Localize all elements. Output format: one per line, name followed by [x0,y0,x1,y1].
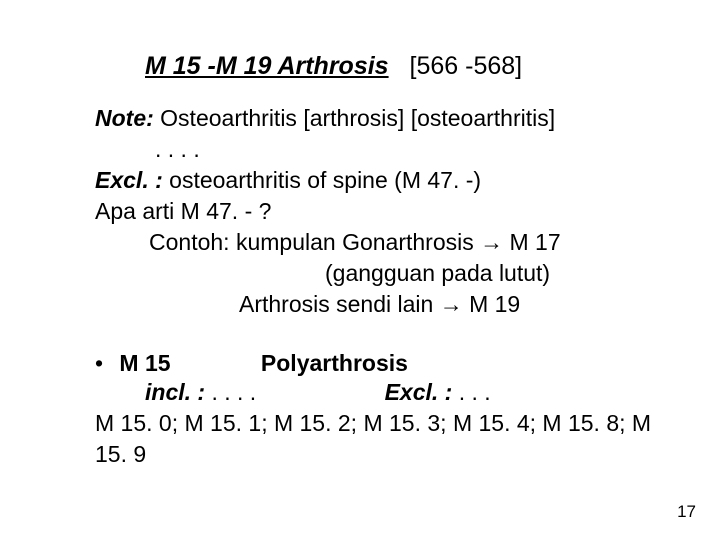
excl2-label: Excl. : [385,379,453,405]
excl2-dots: . . . [452,379,490,405]
arthrosis-line: Arthrosis sendi lain → M 19 [239,289,680,320]
incl-line: incl. : . . . . Excl. : . . . [145,377,680,408]
excl2-wrap: Excl. : . . . [385,379,491,405]
excl-text: osteoarthritis of spine (M 47. -) [163,167,481,193]
note-line: Note: Osteoarthritis [arthrosis] [osteoa… [95,103,680,134]
incl-dots: . . . . [205,379,256,405]
excl-line: Excl. : osteoarthritis of spine (M 47. -… [95,165,680,196]
m15-code: M 15 [119,350,170,376]
excl-label: Excl. : [95,167,163,193]
codes-line: M 15. 0; M 15. 1; M 15. 2; M 15. 3; M 15… [95,408,680,470]
bullet-row: • M 15 Polyarthrosis [95,350,680,377]
incl-label: incl. : [145,379,205,405]
heading-line: M 15 -M 19 Arthrosis [566 -568] [145,52,680,81]
bullet-dot: • [95,350,113,377]
page-number: 17 [677,502,696,522]
contoh-line: Contoh: kumpulan Gonarthrosis → M 17 [149,227,680,258]
note-label: Note: [95,105,154,131]
gangguan-line: (gangguan pada lutut) [325,258,680,289]
polyarthrosis-label: Polyarthrosis [261,350,408,376]
heading-main: M 15 -M 19 Arthrosis [145,52,389,80]
note-text: Osteoarthritis [arthrosis] [osteoarthrit… [154,105,555,131]
apa-line: Apa arti M 47. - ? [95,196,680,227]
dots-line: . . . . [155,134,680,165]
heading-suffix: [566 -568] [410,52,523,80]
